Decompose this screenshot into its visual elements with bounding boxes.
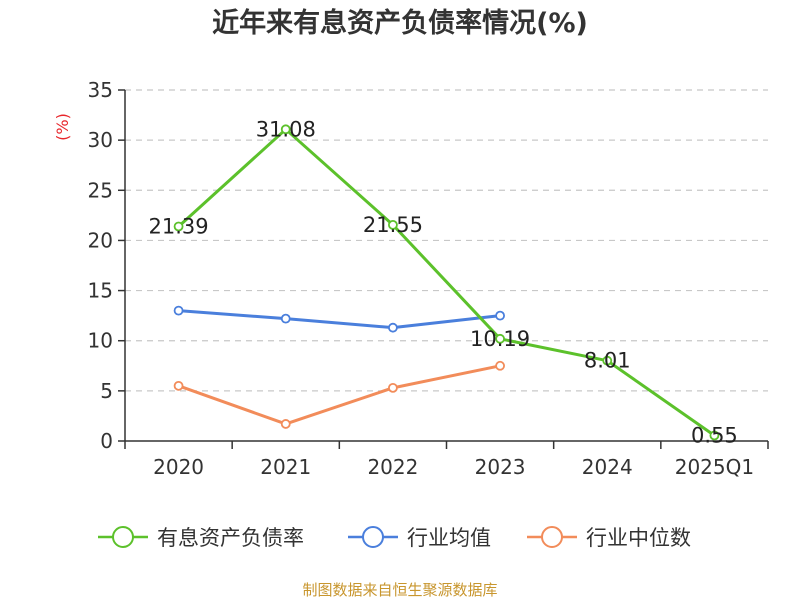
- x-tick-label: 2023: [475, 455, 526, 479]
- y-tick-labels: 0 5 10 15 20 25 30 35: [88, 78, 113, 453]
- data-label: 21.39: [149, 214, 209, 238]
- data-point: [173, 221, 184, 232]
- source-note: 制图数据来自恒生聚源数据库: [302, 581, 497, 599]
- data-point: [173, 380, 184, 391]
- y-tick-label: 5: [100, 379, 113, 403]
- series-layer: [173, 124, 720, 441]
- legend-item-1: 行业均值: [348, 526, 491, 550]
- x-tick-label: 2024: [582, 455, 633, 479]
- axes: [118, 89, 769, 449]
- legend-marker: [541, 526, 563, 548]
- x-tick-label: 2022: [367, 455, 418, 479]
- legend-marker: [362, 526, 384, 548]
- data-point: [495, 310, 505, 321]
- legend-label: 行业中位数: [586, 526, 691, 550]
- legend-label: 有息资产负债率: [157, 526, 304, 550]
- y-tick-label: 10: [88, 329, 113, 353]
- series-0: [173, 124, 720, 441]
- legend-item-0: 有息资产负债率: [98, 526, 304, 550]
- series-1: [173, 305, 505, 333]
- y-tick-label: 15: [88, 279, 113, 303]
- data-point: [388, 219, 398, 230]
- legend-marker: [112, 526, 134, 548]
- legend: 有息资产负债率 行业均值 行业中位数: [98, 526, 691, 550]
- data-point: [495, 333, 505, 344]
- series-2: [173, 360, 505, 429]
- data-point: [280, 419, 291, 429]
- data-point: [388, 322, 398, 333]
- data-point: [173, 305, 184, 316]
- series-line: [177, 127, 716, 437]
- data-label: 10.19: [470, 327, 530, 351]
- series-line: [178, 364, 501, 426]
- data-point: [280, 313, 291, 324]
- y-axis-unit: (%): [53, 113, 72, 141]
- y-tick-label: 30: [88, 128, 113, 152]
- x-tick-label: 2020: [153, 455, 204, 479]
- data-point: [602, 355, 613, 366]
- data-point: [709, 430, 720, 441]
- legend-label: 行业均值: [407, 526, 491, 550]
- data-point: [388, 382, 398, 393]
- data-point: [495, 360, 505, 371]
- data-point: [280, 124, 291, 135]
- y-tick-label: 25: [88, 178, 113, 202]
- x-tick-labels: 2020 2021 2022 2023 2024 2025Q1: [153, 455, 754, 479]
- legend-item-2: 行业中位数: [527, 526, 691, 550]
- series-line: [178, 309, 501, 330]
- y-tick-label: 0: [100, 429, 113, 453]
- data-labels: 21.39 31.08 21.55 10.19 8.01 0.55: [149, 117, 738, 447]
- x-tick-label: 2025Q1: [675, 455, 754, 479]
- x-tick-label: 2021: [260, 455, 311, 479]
- data-label: 0.55: [691, 423, 738, 447]
- data-label: 21.55: [363, 213, 423, 237]
- data-label: 31.08: [256, 117, 316, 141]
- y-tick-label: 20: [88, 228, 113, 252]
- grid-lines: [125, 89, 768, 392]
- data-label: 8.01: [584, 349, 631, 373]
- y-tick-label: 35: [88, 78, 113, 102]
- chart-title: 近年来有息资产负债率情况(%): [212, 7, 588, 39]
